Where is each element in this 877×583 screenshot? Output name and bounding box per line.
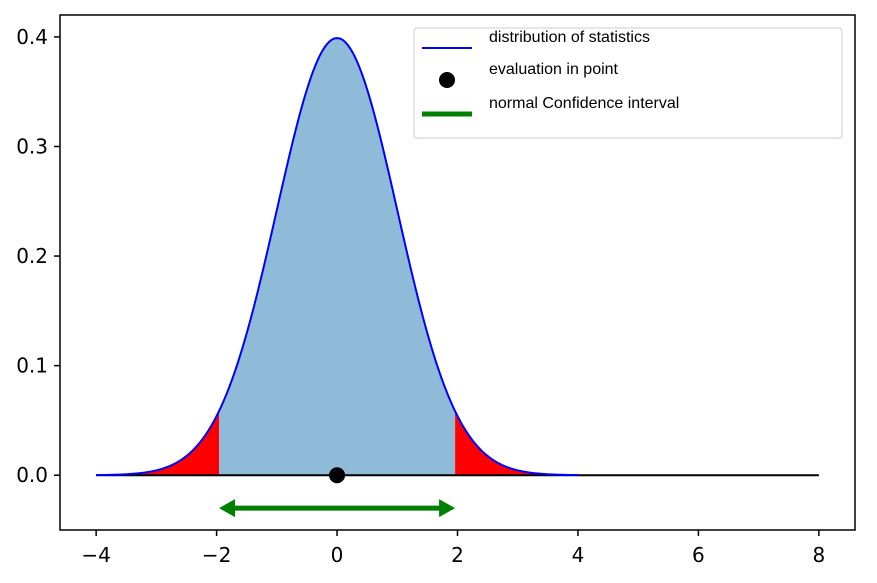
x-tick-label: 4	[572, 543, 585, 567]
y-tick-label: 0.2	[16, 244, 48, 268]
x-tick-label: 0	[331, 543, 344, 567]
x-tick-label: 8	[812, 543, 825, 567]
shaded-region-central	[219, 38, 456, 476]
legend-marker-dot	[439, 72, 455, 88]
y-tick-label: 0.1	[16, 354, 48, 378]
x-tick-label: 2	[451, 543, 464, 567]
distribution-curve	[96, 37, 578, 477]
y-tick-label: 0.4	[16, 25, 48, 49]
plot-area	[96, 37, 819, 518]
x-tick-label: −2	[202, 543, 231, 567]
x-tick-label: 6	[692, 543, 705, 567]
axes: −4 −2 0 2 4 6 8 0.0 0.1 0.2 0.3 0.4	[16, 14, 856, 567]
shaded-region-right-tail	[455, 411, 578, 476]
x-tick-label: −4	[81, 543, 110, 567]
evaluation-point	[329, 467, 346, 484]
y-tick-label: 0.3	[16, 134, 48, 158]
legend: distribution of statistics evaluation in …	[413, 27, 843, 139]
legend-label: distribution of statistics	[489, 29, 650, 46]
legend-label: normal Confidence interval	[489, 95, 679, 112]
y-tick-label: 0.0	[16, 463, 48, 487]
legend-box	[413, 27, 843, 139]
shaded-region-left-tail	[96, 411, 219, 476]
legend-label: evaluation in point	[489, 61, 619, 78]
confidence-interval-arrowhead-left	[219, 499, 235, 518]
confidence-interval-arrowhead-right	[439, 499, 456, 518]
